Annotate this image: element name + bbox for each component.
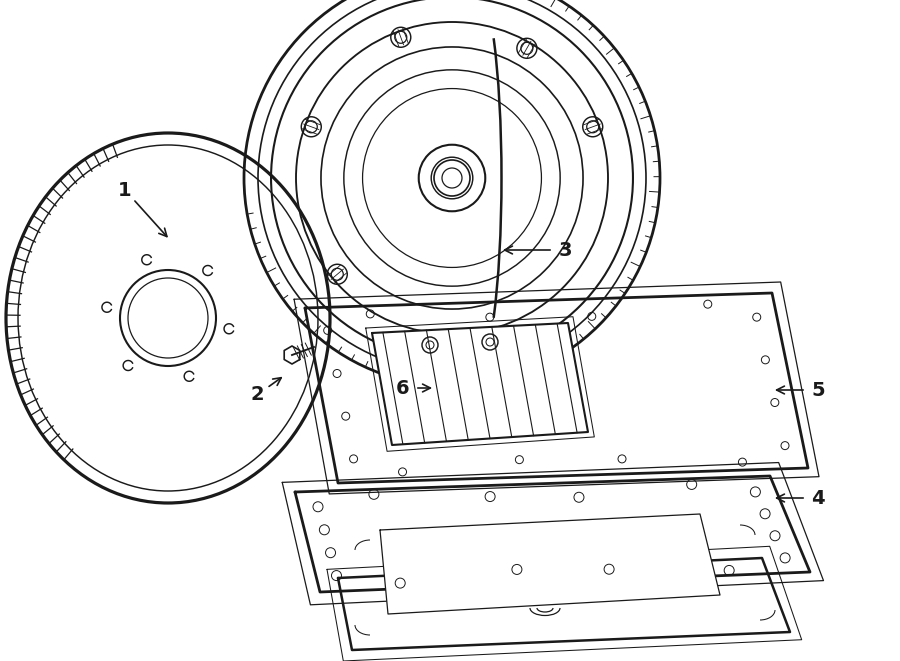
Polygon shape bbox=[338, 558, 790, 650]
Text: 3: 3 bbox=[558, 241, 572, 260]
Ellipse shape bbox=[120, 270, 216, 366]
Text: 4: 4 bbox=[811, 488, 824, 508]
Circle shape bbox=[244, 0, 660, 386]
Text: 2: 2 bbox=[250, 385, 264, 405]
Text: 6: 6 bbox=[396, 379, 410, 397]
Polygon shape bbox=[295, 476, 810, 592]
Text: 5: 5 bbox=[811, 381, 824, 399]
Polygon shape bbox=[372, 323, 588, 445]
Ellipse shape bbox=[6, 133, 330, 503]
Polygon shape bbox=[380, 514, 720, 614]
Text: 1: 1 bbox=[118, 180, 131, 200]
Polygon shape bbox=[305, 293, 808, 483]
